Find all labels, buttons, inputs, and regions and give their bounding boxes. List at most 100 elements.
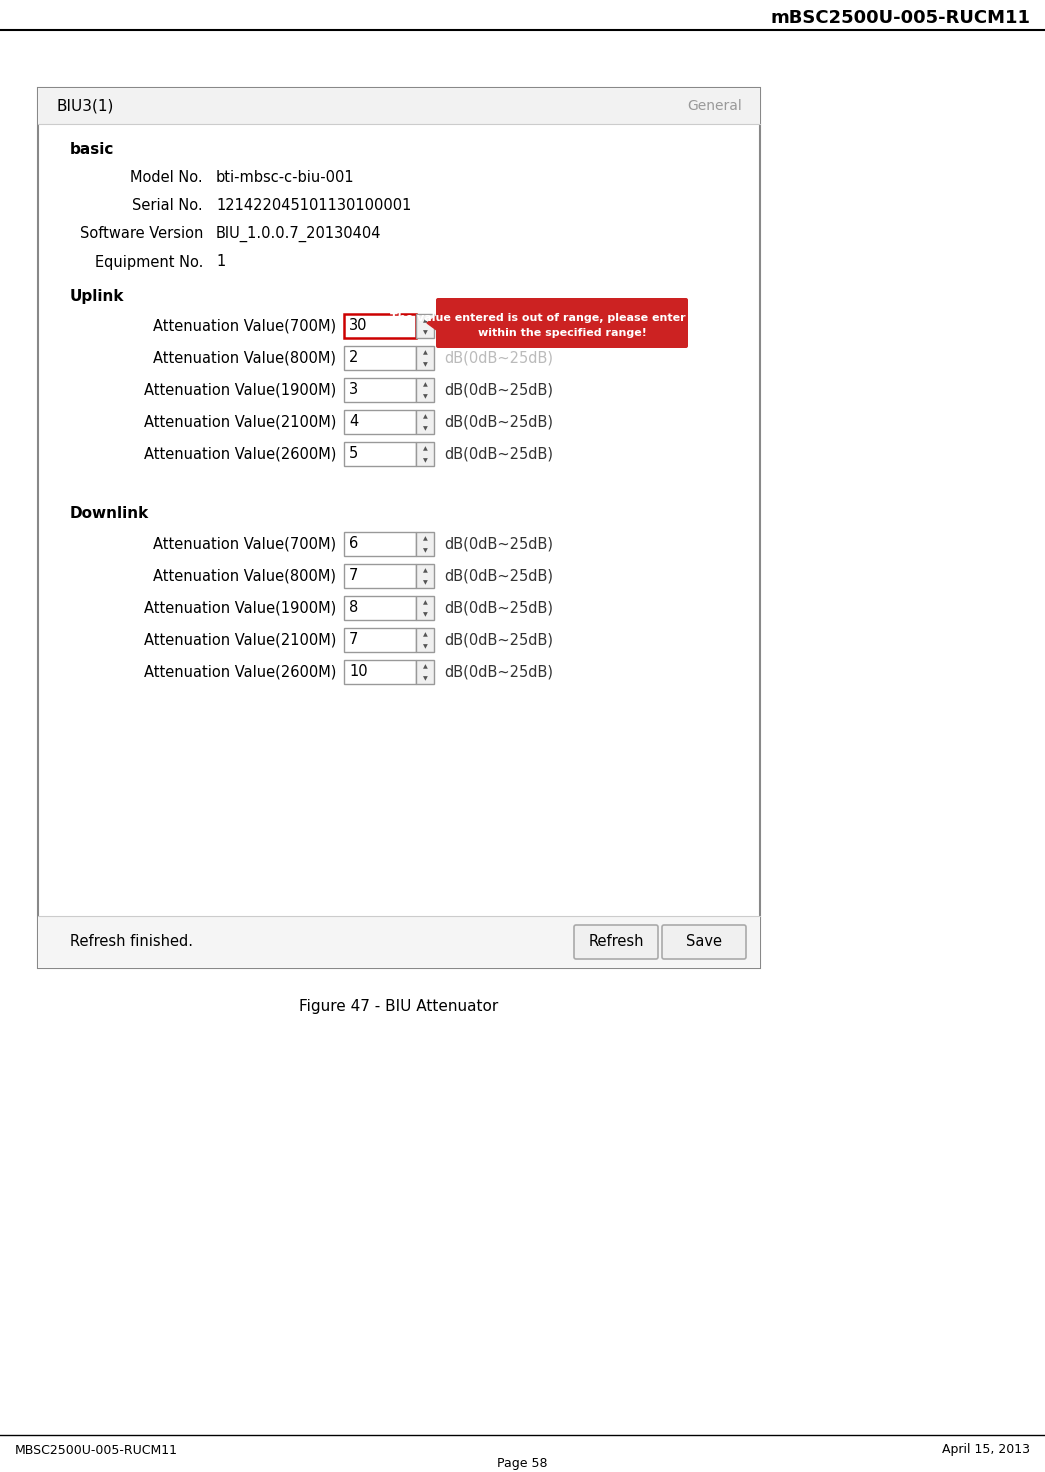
Text: Attenuation Value(1900M): Attenuation Value(1900M) xyxy=(144,601,336,615)
Text: 5: 5 xyxy=(349,446,358,462)
Text: ▼: ▼ xyxy=(422,458,427,464)
Text: ▲: ▲ xyxy=(422,568,427,574)
Text: Attenuation Value(800M): Attenuation Value(800M) xyxy=(153,568,336,583)
Text: Attenuation Value(2100M): Attenuation Value(2100M) xyxy=(143,415,336,430)
Text: dB(0dB~25dB): dB(0dB~25dB) xyxy=(444,568,553,583)
Text: ▲: ▲ xyxy=(422,633,427,637)
Text: Attenuation Value(800M): Attenuation Value(800M) xyxy=(153,350,336,365)
FancyBboxPatch shape xyxy=(661,924,746,958)
Bar xyxy=(416,564,434,587)
Text: dB(0dB~25dB): dB(0dB~25dB) xyxy=(444,601,553,615)
Bar xyxy=(416,596,434,620)
Text: ▼: ▼ xyxy=(422,549,427,553)
Text: dB(0dB~25dB): dB(0dB~25dB) xyxy=(444,350,553,365)
Text: ▼: ▼ xyxy=(422,580,427,586)
Text: ▼: ▼ xyxy=(422,645,427,649)
Text: April 15, 2013: April 15, 2013 xyxy=(942,1444,1030,1456)
Bar xyxy=(344,411,416,434)
Text: ▼: ▼ xyxy=(422,427,427,431)
Bar xyxy=(416,346,434,369)
Bar xyxy=(344,629,416,652)
Text: Refresh: Refresh xyxy=(588,935,644,949)
Text: Uplink: Uplink xyxy=(70,289,124,303)
Text: ▲: ▲ xyxy=(422,664,427,670)
Bar xyxy=(344,378,416,402)
Text: dB(0dB~25dB): dB(0dB~25dB) xyxy=(444,536,553,552)
Text: MBSC2500U-005-RUCM11: MBSC2500U-005-RUCM11 xyxy=(15,1444,178,1456)
Bar xyxy=(344,659,416,684)
Bar xyxy=(38,88,760,969)
Text: 7: 7 xyxy=(349,568,358,583)
Bar xyxy=(344,564,416,587)
Text: Attenuation Value(2600M): Attenuation Value(2600M) xyxy=(143,446,336,462)
Text: 4: 4 xyxy=(349,415,358,430)
Bar xyxy=(344,596,416,620)
Text: Attenuation Value(2100M): Attenuation Value(2100M) xyxy=(143,633,336,648)
Text: bti-mbsc-c-biu-001: bti-mbsc-c-biu-001 xyxy=(216,171,354,185)
Text: ▲: ▲ xyxy=(422,415,427,420)
Text: ▲: ▲ xyxy=(422,536,427,542)
Bar xyxy=(344,314,416,339)
Text: 1: 1 xyxy=(216,255,226,269)
Bar xyxy=(416,411,434,434)
Text: BIU3(1): BIU3(1) xyxy=(56,99,113,113)
Text: 7: 7 xyxy=(349,633,358,648)
Text: ▲: ▲ xyxy=(422,383,427,387)
Text: Save: Save xyxy=(686,935,722,949)
Text: Serial No.: Serial No. xyxy=(133,199,203,213)
Text: mBSC2500U-005-RUCM11: mBSC2500U-005-RUCM11 xyxy=(770,9,1030,26)
Text: basic: basic xyxy=(70,143,114,158)
Text: Equipment No.: Equipment No. xyxy=(95,255,203,269)
Bar xyxy=(344,346,416,369)
Text: 3: 3 xyxy=(349,383,358,397)
Bar xyxy=(344,442,416,467)
Text: 8: 8 xyxy=(349,601,358,615)
Text: ▲: ▲ xyxy=(422,350,427,356)
Text: ▲: ▲ xyxy=(422,446,427,452)
Polygon shape xyxy=(427,315,438,331)
Text: dB(0dB~25dB): dB(0dB~25dB) xyxy=(444,633,553,648)
Text: BIU_1.0.0.7_20130404: BIU_1.0.0.7_20130404 xyxy=(216,225,381,241)
Text: ▼: ▼ xyxy=(422,394,427,399)
Text: Page 58: Page 58 xyxy=(497,1456,548,1469)
Text: ▼: ▼ xyxy=(422,612,427,617)
Text: General: General xyxy=(688,99,742,113)
Text: Downlink: Downlink xyxy=(70,506,149,521)
Text: 6: 6 xyxy=(349,536,358,552)
Text: 10: 10 xyxy=(349,664,368,680)
FancyBboxPatch shape xyxy=(574,924,658,958)
Text: Attenuation Value(1900M): Attenuation Value(1900M) xyxy=(144,383,336,397)
Text: The value entered is out of range, please enter a value: The value entered is out of range, pleas… xyxy=(390,314,735,322)
Text: ▲: ▲ xyxy=(422,318,427,324)
Bar xyxy=(38,916,760,969)
Text: Attenuation Value(700M): Attenuation Value(700M) xyxy=(153,536,336,552)
Bar xyxy=(416,659,434,684)
Bar xyxy=(38,88,760,124)
Text: ▼: ▼ xyxy=(422,362,427,368)
Bar xyxy=(416,629,434,652)
Text: ▼: ▼ xyxy=(422,677,427,682)
Text: 121422045101130100001: 121422045101130100001 xyxy=(216,199,412,213)
Text: dB(0dB~25dB): dB(0dB~25dB) xyxy=(444,446,553,462)
Text: dB(0dB~25dB): dB(0dB~25dB) xyxy=(444,664,553,680)
Text: 30: 30 xyxy=(349,318,368,334)
Text: dB(0dB~25dB): dB(0dB~25dB) xyxy=(444,318,553,334)
Text: Refresh finished.: Refresh finished. xyxy=(70,935,193,949)
Bar xyxy=(416,314,434,339)
Text: Model No.: Model No. xyxy=(131,171,203,185)
Bar xyxy=(416,531,434,556)
Bar xyxy=(416,378,434,402)
Text: within the specified range!: within the specified range! xyxy=(478,328,647,339)
Bar xyxy=(416,442,434,467)
Bar xyxy=(344,531,416,556)
Text: ▼: ▼ xyxy=(422,331,427,336)
Text: Attenuation Value(700M): Attenuation Value(700M) xyxy=(153,318,336,334)
Text: Figure 47 - BIU Attenuator: Figure 47 - BIU Attenuator xyxy=(299,998,498,1014)
Text: ▲: ▲ xyxy=(422,601,427,605)
Text: dB(0dB~25dB): dB(0dB~25dB) xyxy=(444,415,553,430)
Text: Attenuation Value(2600M): Attenuation Value(2600M) xyxy=(143,664,336,680)
Text: Software Version: Software Version xyxy=(79,227,203,241)
FancyBboxPatch shape xyxy=(436,297,688,347)
Text: dB(0dB~25dB): dB(0dB~25dB) xyxy=(444,383,553,397)
Text: 2: 2 xyxy=(349,350,358,365)
